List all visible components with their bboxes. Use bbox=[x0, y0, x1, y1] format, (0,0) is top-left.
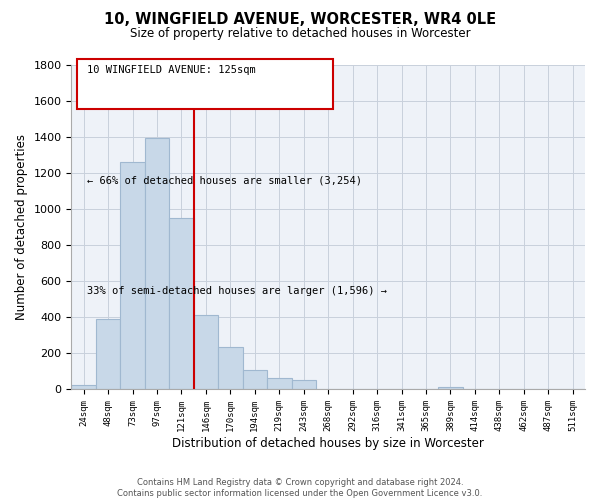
Text: 33% of semi-detached houses are larger (1,596) →: 33% of semi-detached houses are larger (… bbox=[87, 286, 387, 296]
Y-axis label: Number of detached properties: Number of detached properties bbox=[15, 134, 28, 320]
Bar bbox=[71, 385, 96, 390]
FancyBboxPatch shape bbox=[77, 58, 334, 109]
Text: Contains HM Land Registry data © Crown copyright and database right 2024.
Contai: Contains HM Land Registry data © Crown c… bbox=[118, 478, 482, 498]
Bar bbox=[218, 347, 242, 390]
Text: 10, WINGFIELD AVENUE, WORCESTER, WR4 0LE: 10, WINGFIELD AVENUE, WORCESTER, WR4 0LE bbox=[104, 12, 496, 28]
Bar bbox=[438, 387, 463, 390]
Text: ← 66% of detached houses are smaller (3,254): ← 66% of detached houses are smaller (3,… bbox=[87, 176, 362, 186]
Bar bbox=[145, 138, 169, 390]
Bar bbox=[242, 370, 267, 390]
Bar bbox=[96, 319, 121, 390]
X-axis label: Distribution of detached houses by size in Worcester: Distribution of detached houses by size … bbox=[172, 437, 484, 450]
Bar bbox=[121, 162, 145, 390]
Text: Size of property relative to detached houses in Worcester: Size of property relative to detached ho… bbox=[130, 28, 470, 40]
Bar bbox=[194, 314, 218, 390]
Bar bbox=[169, 218, 194, 390]
Bar bbox=[267, 378, 292, 390]
Text: 10 WINGFIELD AVENUE: 125sqm: 10 WINGFIELD AVENUE: 125sqm bbox=[87, 65, 256, 75]
Bar bbox=[292, 380, 316, 390]
